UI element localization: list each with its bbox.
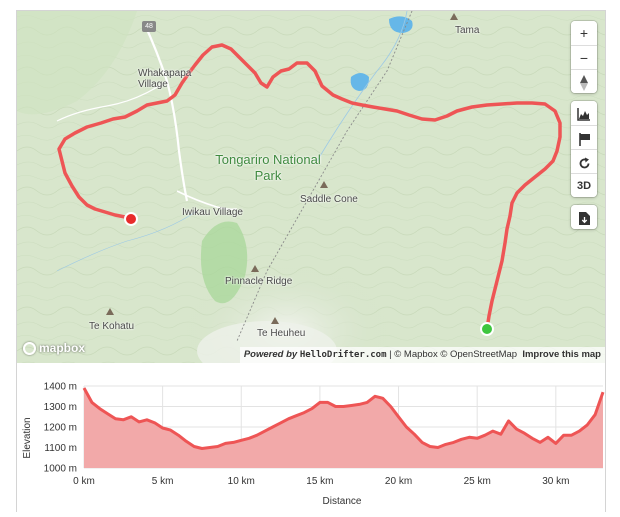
download-button[interactable] [571,205,597,229]
tool-controls: 3D [571,101,597,197]
end-marker[interactable] [124,212,138,226]
y-tick-label: 1400 m [44,382,77,393]
elevation-chart: 1000 m 1100 m 1200 m 1300 m 1400 m 0 km 5 km 10… [17,364,605,512]
attribution-powered-by: Powered by HelloDrifter.com [244,349,387,360]
peak-icon [271,317,279,324]
y-tick-label: 1300 m [44,402,77,413]
elevation-chart-button[interactable] [571,101,597,125]
y-axis-title: Elevation [22,417,33,458]
map-attribution: Powered by HelloDrifter.com | © Mapbox ©… [239,347,605,363]
flag-icon [578,132,590,146]
label-te-heuheu: Te Heuheu [257,328,306,339]
map-controls: + − [571,21,597,237]
elevation-line [82,387,605,450]
x-tick-label: 10 km [228,476,255,487]
y-tick-label: 1100 m [44,443,77,454]
peak-icon [106,308,114,315]
label-iwikau-village: Iwikau Village [182,207,243,218]
x-tick-label: 5 km [152,476,174,487]
start-marker[interactable] [480,322,494,336]
download-icon [578,211,590,225]
zoom-out-button[interactable]: − [571,45,597,69]
label-saddle-cone: Saddle Cone [300,194,358,205]
label-whakapapa-village: Whakapapa Village [138,68,192,90]
mapbox-logo-text: mapbox [39,341,86,355]
x-axis-title: Distance [323,496,362,507]
x-tick-label: 15 km [306,476,333,487]
mapbox-logo-icon [23,341,36,355]
route-line [57,43,562,331]
map-view[interactable]: 48 Tama Whakapapa Village Tongariro Nati… [17,11,605,363]
zoom-controls: + − [571,21,597,93]
y-tick-label: 1000 m [44,464,77,475]
x-tick-label: 0 km [73,476,95,487]
refresh-button[interactable] [571,149,597,173]
3d-toggle-button[interactable]: 3D [571,173,597,197]
zoom-in-button[interactable]: + [571,21,597,45]
improve-map-link[interactable]: Improve this map [522,349,601,360]
label-te-kohatu: Te Kohatu [89,321,135,332]
x-tick-label: 30 km [542,476,569,487]
flag-button[interactable] [571,125,597,149]
y-tick-label: 1200 m [44,423,77,434]
map-terrain [17,11,605,363]
x-tick-label: 20 km [385,476,412,487]
bar-chart-icon [577,107,590,121]
peak-icon [320,181,328,188]
road-shield: 48 [142,21,156,32]
elevation-chart-svg: 1000 m 1100 m 1200 m 1300 m 1400 m 0 km 5 km 10… [22,382,605,507]
compass-button[interactable] [571,69,597,93]
label-tongariro-national-park: Tongariro National Park [215,152,321,183]
attribution-copyright: | © Mapbox © OpenStreetMap [386,349,518,360]
mapbox-logo[interactable]: mapbox [23,339,85,357]
download-controls [571,205,597,229]
map-widget: 48 Tama Whakapapa Village Tongariro Nati… [16,10,606,512]
x-tick-label: 25 km [464,476,491,487]
compass-icon [580,75,588,92]
refresh-icon [579,157,589,169]
peak-icon [251,265,259,272]
label-tama: Tama [455,25,480,36]
attribution-brand-link[interactable]: HelloDrifter.com [299,350,387,360]
label-pinnacle-ridge: Pinnacle Ridge [225,276,293,287]
peak-icon [450,13,458,20]
powered-by-text: Powered by [243,349,298,360]
